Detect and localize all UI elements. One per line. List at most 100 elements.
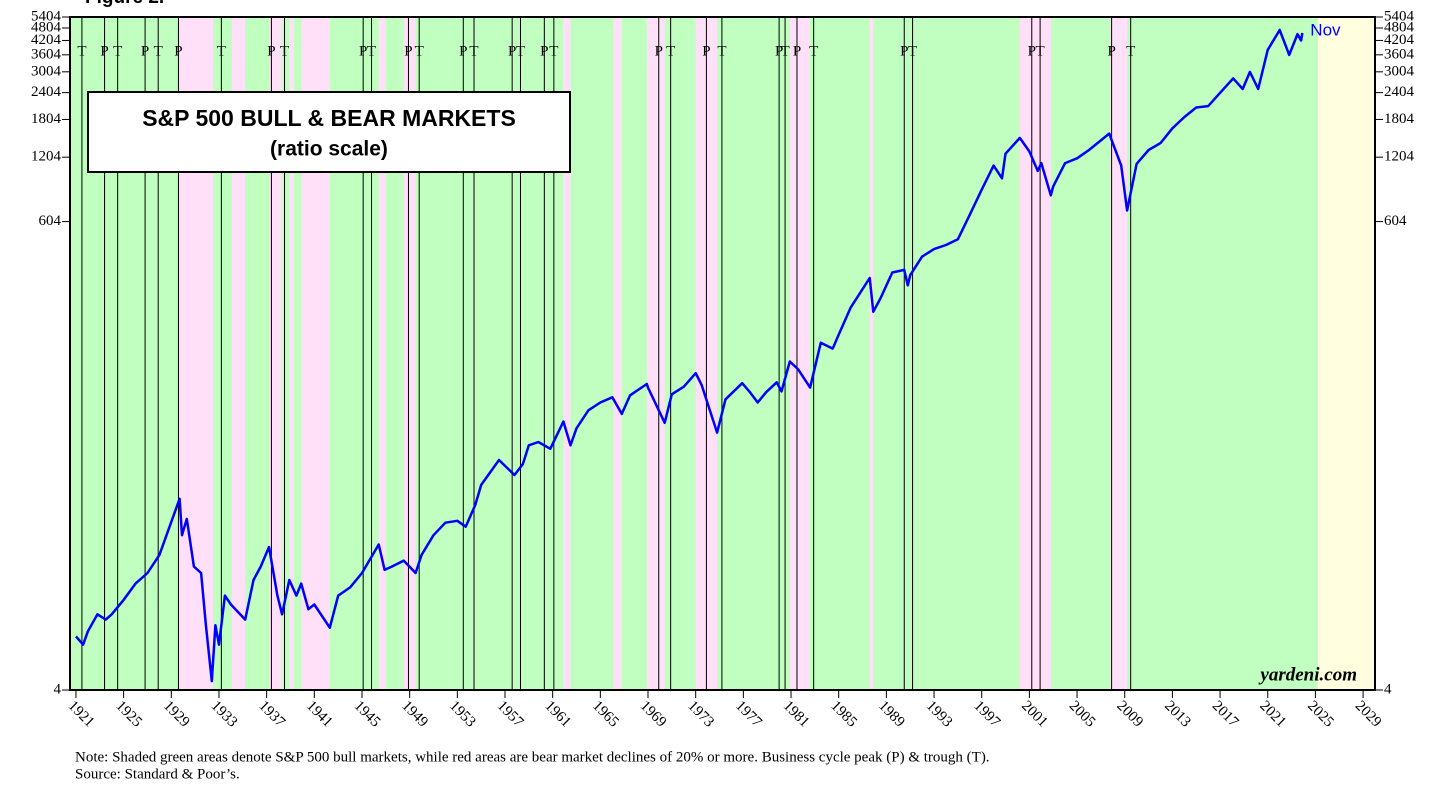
x-tick-label: 2025	[1304, 698, 1337, 731]
x-tick-label: 1953	[446, 698, 479, 731]
y-tick-label: 3604	[1384, 46, 1415, 62]
cycle-label: T	[717, 43, 726, 59]
cycle-label: T	[77, 43, 86, 59]
cycle-label: T	[113, 43, 122, 59]
bear-market	[378, 17, 386, 690]
x-tick-label: 1977	[732, 698, 765, 731]
cycle-label: P	[174, 43, 182, 59]
cycle-label: T	[780, 43, 789, 59]
cycle-label: T	[367, 43, 376, 59]
bear-market	[789, 17, 811, 690]
y-tick-label: 4804	[31, 19, 62, 35]
x-tick-label: 2005	[1066, 698, 1099, 731]
x-tick-label: 1981	[780, 698, 813, 731]
cycle-label: P	[359, 43, 367, 59]
bear-market	[403, 17, 416, 690]
price-line	[75, 28, 1304, 683]
x-tick-label: 1949	[398, 698, 431, 731]
y-tick-label: 604	[1384, 213, 1407, 229]
x-tick-label: 2001	[1018, 698, 1051, 731]
cycle-label: P	[404, 43, 412, 59]
x-tick-label: 1993	[923, 698, 956, 731]
cycle-label: P	[459, 43, 467, 59]
last-label: Nov	[1310, 20, 1341, 39]
y-tick-label: 1204	[31, 149, 62, 165]
cycle-label: T	[154, 43, 163, 59]
chart-title: S&P 500 BULL & BEAR MARKETS	[142, 105, 516, 131]
x-tick-label: 2029	[1352, 698, 1385, 731]
x-tick-label: 1997	[970, 698, 1003, 731]
y-tick-label: 3604	[31, 46, 62, 62]
cycle-label: T	[469, 43, 478, 59]
y-tick-label: 2404	[1384, 84, 1415, 100]
bear-market	[563, 17, 571, 690]
x-tick-label: 1925	[112, 698, 145, 731]
source-mark: yardeni.com	[1258, 664, 1357, 685]
cycle-label: P	[775, 43, 783, 59]
cycle-label: T	[666, 43, 675, 59]
x-tick-label: 1921	[65, 698, 98, 731]
cycle-label: P	[1107, 43, 1115, 59]
bear-market	[269, 17, 283, 690]
cycle-label: P	[1028, 43, 1036, 59]
y-tick-label: 3004	[1384, 63, 1415, 79]
y-tick-label: 4	[1384, 681, 1392, 697]
future-region	[1317, 17, 1375, 690]
y-tick-label: 3004	[31, 63, 62, 79]
y-tick-label: 1204	[1384, 149, 1415, 165]
y-tick-label: 5404	[31, 8, 62, 24]
y-tick-label: 1804	[31, 111, 62, 127]
cycle-label: P	[141, 43, 149, 59]
y-tick-label: 2404	[31, 84, 62, 100]
x-tick-label: 2009	[1113, 698, 1146, 731]
cycle-label: T	[415, 43, 424, 59]
x-tick-label: 1941	[303, 698, 336, 731]
cycle-label: P	[540, 43, 548, 59]
x-tick-label: 1937	[255, 698, 288, 731]
cycle-label: P	[267, 43, 275, 59]
x-tick-label: 1965	[589, 698, 622, 731]
y-tick-label: 5404	[1384, 8, 1415, 24]
plot-frame	[69, 16, 1376, 691]
cycle-label: P	[900, 43, 908, 59]
bear-market	[1110, 17, 1128, 690]
x-tick-label: 2021	[1256, 698, 1289, 731]
bear-market	[1019, 17, 1051, 690]
cycle-label: P	[100, 43, 108, 59]
cycle-label: T	[908, 43, 917, 59]
chart-subtitle: (ratio scale)	[270, 138, 388, 161]
x-tick-label: 2013	[1161, 698, 1194, 731]
cycle-label: P	[702, 43, 710, 59]
x-tick-label: 1957	[494, 698, 527, 731]
bear-market	[613, 17, 622, 690]
y-tick-label: 1804	[1384, 111, 1415, 127]
bear-market	[289, 17, 295, 690]
cycle-label: P	[655, 43, 663, 59]
cycle-label: T	[217, 43, 226, 59]
title-box	[87, 91, 571, 173]
x-tick-label: 1973	[684, 698, 717, 731]
x-tick-label: 1933	[208, 698, 241, 731]
cycle-label: T	[516, 43, 525, 59]
x-tick-label: 1985	[827, 698, 860, 731]
cycle-label: T	[1036, 43, 1045, 59]
x-tick-label: 1929	[160, 698, 193, 731]
cycle-label: P	[508, 43, 516, 59]
y-tick-label: 604	[39, 213, 62, 229]
note: Source: Standard & Poor’s.	[75, 766, 240, 782]
cycle-label: T	[809, 43, 818, 59]
bear-market	[646, 17, 665, 690]
x-tick-label: 1969	[637, 698, 670, 731]
y-tick-label: 4204	[31, 32, 62, 48]
bear-market	[232, 17, 246, 690]
x-tick-label: 2017	[1209, 698, 1242, 731]
y-tick-label: 4204	[1384, 32, 1415, 48]
figure-label: Figure 2.	[85, 0, 164, 8]
x-tick-label: 1945	[351, 698, 384, 731]
cycle-label: P	[793, 43, 801, 59]
line-layer	[75, 28, 1304, 683]
note: Note: Shaded green areas denote S&P 500 …	[75, 749, 990, 765]
y-tick-label: 4804	[1384, 19, 1415, 35]
